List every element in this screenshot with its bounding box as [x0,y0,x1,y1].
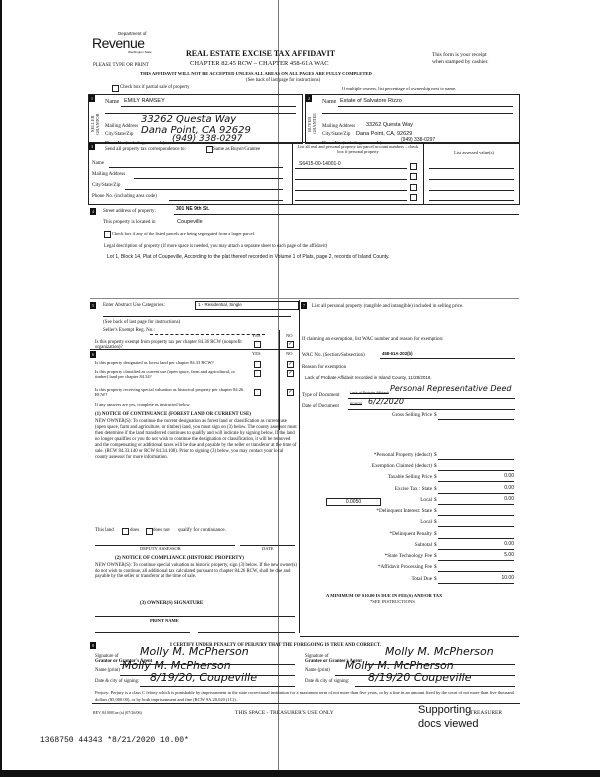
forest-no-checkbox[interactable]: ✓ [287,361,294,368]
fee-label: Taxable Selling Price [387,474,432,480]
scan-edge-bottom [0,770,600,777]
fee-value[interactable]: 0.00 [504,485,514,491]
perjury-notice: Perjury: Perjury is a class C felony whi… [95,690,514,702]
current-use-no-checkbox[interactable]: ✓ [287,370,294,377]
currency-sign: $ [434,463,437,469]
type-note: PLEASE TYPE OR PRINT [93,63,149,68]
wac-number[interactable]: 458-61A-202(b) [382,351,413,356]
currency-sign: $ [434,576,437,582]
personal-property-checkbox[interactable] [410,163,417,170]
buyer-phone[interactable]: (949) 338-0297 [401,137,436,143]
local-rate[interactable]: 0.0050 [326,498,381,506]
currency-sign: $ [434,508,437,514]
current-use-yes-checkbox[interactable] [254,370,261,377]
partial-sale-checkbox[interactable] [112,85,119,92]
located-in[interactable]: Coupeville [177,219,203,225]
document-type[interactable]: Personal Representative Deed [390,384,512,393]
seller-phone[interactable]: (949) 338-0297 [172,134,243,144]
buyer-section: 2 BUYER GRANTEE Name Estate of Salvatore… [305,94,520,145]
same-as-buyer-checkbox[interactable] [206,146,213,153]
grantor-date-city[interactable]: 8/19/20, Coupeville [150,671,257,684]
does-not-qualify-checkbox[interactable] [146,528,153,535]
exempt-no-checkbox[interactable]: ✓ [287,341,294,348]
fee-value[interactable]: 0.00 [504,541,514,547]
historic-no-checkbox[interactable]: ✓ [287,389,294,396]
fee-label: Excise Tax : State [394,486,432,492]
exemption-reason[interactable]: Lack of Probate Affidavit recorded in Is… [305,375,432,380]
currency-sign: $ [434,452,437,458]
seller-section: 1 SELLER GRANTOR Name EMILY RAMSEY Maili… [88,94,303,145]
personal-property-checkbox[interactable] [410,194,417,201]
legal-description[interactable]: Lot 1, Block 14, Plat of Coupeville, Acc… [107,254,390,260]
buyer-name[interactable]: Estate of Salvatore Rizzo [340,98,402,104]
buyer-address[interactable]: 33262 Questa Way [366,122,413,128]
seller-city[interactable]: Dana Point, CA 92629 [141,125,251,136]
fee-value[interactable]: 10.00 [501,575,514,581]
currency-sign: $ [434,564,437,570]
currency-sign: $ [434,497,437,503]
fee-value[interactable]: 0.00 [504,496,514,502]
scan-fold-line [278,0,279,770]
personal-property-checkbox[interactable] [410,184,417,191]
chapter: CHAPTER 82.45 RCW – CHAPTER 458-61A WAC [190,60,329,67]
fee-label: Total Due [411,576,432,582]
segregated-checkbox[interactable] [104,231,111,238]
fee-label: *Personal Property (deduct) [373,452,432,458]
form-title: REAL ESTATE EXCISE TAX AFFIDAVIT [186,49,336,58]
parcel-number[interactable]: S6415-00-14001-0 [299,161,341,167]
currency-sign: $ [434,531,437,537]
forest-yes-checkbox[interactable] [254,361,261,368]
currency-sign: $ [434,474,437,480]
currency-sign: $ [434,519,437,525]
document-date[interactable]: 6/2/2020 [368,397,404,406]
personal-property-checkbox[interactable] [410,173,417,180]
seller-name[interactable]: EMILY RAMSEY [124,98,165,104]
fee-label: *Delinquent Penalty [389,531,432,537]
currency-sign: $ [434,486,437,492]
fee-label: *State Technology Fee [384,553,432,559]
fee-label: Exemption Claimed (deduct) [371,463,432,469]
abstract-use-category[interactable]: 1 - Residential, Single [195,301,299,310]
correspondence-section: 3 Send all property tax correspondence t… [88,142,520,205]
currency-sign: $ [434,412,437,418]
grantor-signature[interactable]: Molly M. McPherson [140,645,249,658]
currency-sign: $ [434,553,437,559]
grantee-name[interactable]: Molly M. McPherson [345,659,454,672]
receipt-stamp: 1368750 44343 *8/21/2020 10.00* [40,736,189,745]
fee-label: *Affidavit Processing Fee [377,564,432,570]
fee-value[interactable]: 0.00 [504,473,514,479]
seller-address[interactable]: 33262 Questa Way [141,114,237,125]
grantee-signature[interactable]: Molly M. McPherson [385,645,494,658]
fee-label: Local [420,497,432,503]
fee-label: Gross Selling Price [391,412,432,418]
exempt-yes-checkbox[interactable] [254,341,261,348]
scan-edge [0,0,2,777]
fee-label: Local [420,519,432,525]
currency-sign: $ [434,542,437,548]
grantor-name[interactable]: Molly M. McPherson [122,659,231,672]
grantee-date-city[interactable]: 8/19/20 Coupeville [368,671,472,684]
does-qualify-checkbox[interactable] [122,528,129,535]
fee-label: Subtotal [414,542,432,548]
supporting-docs-note: Supporting [418,704,472,717]
historic-yes-checkbox[interactable] [254,389,261,396]
fee-value[interactable]: 5.00 [504,552,514,558]
buyer-city[interactable]: Dana Point, CA, 92629 [356,131,413,137]
fee-label: *Delinquent Interest: State [376,508,432,514]
warning: THIS AFFIDAVIT WILL NOT BE ACCEPTED UNLE… [140,71,372,76]
street-address[interactable]: 301 NE 9th St. [176,206,210,212]
